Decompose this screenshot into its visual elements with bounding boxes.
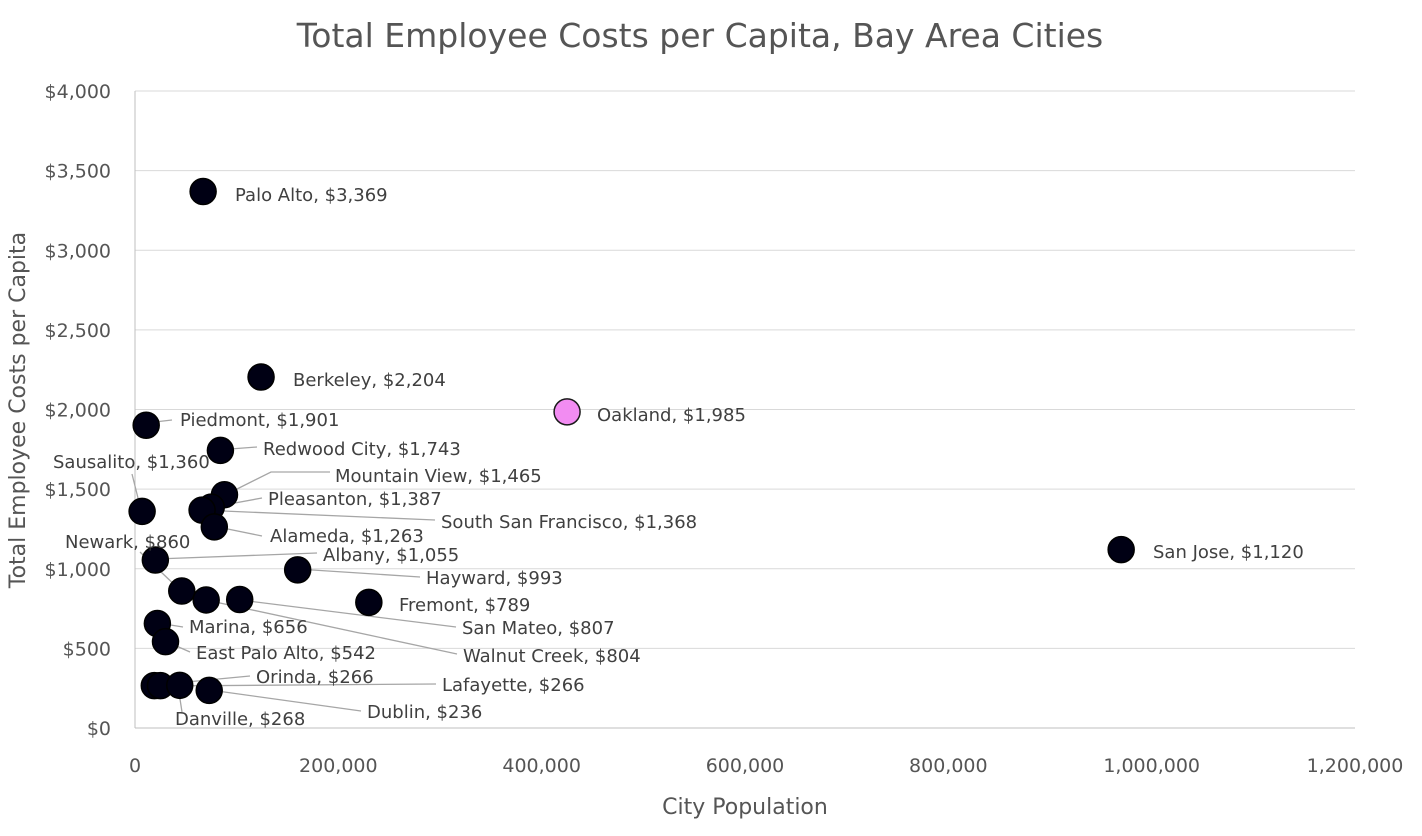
x-tick-label: 400,000 bbox=[502, 755, 581, 777]
x-tick-label: 200,000 bbox=[299, 755, 378, 777]
point-piedmont-1-901 bbox=[132, 411, 160, 440]
x-axis-title: City Population bbox=[662, 795, 828, 820]
point-palo-alto-3-369 bbox=[189, 177, 217, 206]
gridlines bbox=[134, 90, 1355, 729]
label-walnut-creek-804: Walnut Creek, $804 bbox=[463, 646, 641, 667]
point-san-jose-1-120 bbox=[1107, 535, 1135, 564]
leader-san-mateo-807 bbox=[239, 599, 457, 628]
point-dublin-236 bbox=[195, 676, 223, 705]
label-sausalito-1-360: Sausalito, $1,360 bbox=[53, 452, 210, 473]
label-albany-1-055: Albany, $1,055 bbox=[323, 545, 459, 566]
label-fremont-789: Fremont, $789 bbox=[399, 595, 530, 616]
point-fremont-789 bbox=[355, 588, 383, 617]
leader-mountain-view-1-465 bbox=[224, 471, 330, 496]
y-axis-title: Total Employee Costs per Capita bbox=[6, 232, 31, 589]
leader-hayward-993 bbox=[296, 568, 421, 578]
leader-south-san-francisco-1-368 bbox=[199, 509, 436, 521]
y-tick-label: $1,000 bbox=[45, 559, 111, 581]
label-danville-268: Danville, $268 bbox=[175, 709, 305, 730]
label-south-san-francisco-1-368: South San Francisco, $1,368 bbox=[441, 512, 697, 533]
y-tick-label: $0 bbox=[87, 718, 111, 740]
label-palo-alto-3-369: Palo Alto, $3,369 bbox=[235, 185, 388, 206]
y-tick-label: $1,500 bbox=[45, 479, 111, 501]
point-oakland-1-985 bbox=[553, 398, 581, 426]
chart-title: Total Employee Costs per Capita, Bay Are… bbox=[296, 16, 1104, 55]
point-hayward-993 bbox=[283, 556, 312, 584]
label-redwood-city-1-743: Redwood City, $1,743 bbox=[263, 439, 461, 460]
label-piedmont-1-901: Piedmont, $1,901 bbox=[180, 410, 339, 431]
point-walnut-creek-804 bbox=[192, 586, 220, 614]
label-pleasanton-1-387: Pleasanton, $1,387 bbox=[268, 489, 442, 510]
leader-dublin-236 bbox=[209, 689, 362, 712]
leader-albany-1-055 bbox=[155, 552, 318, 560]
y-axis-ticks: $0 $500 $1,000 $1,500 $2,000 $2,500 $3,000 $3,5… bbox=[45, 81, 111, 740]
data-points bbox=[128, 177, 1135, 705]
x-tick-label: 1,200,000 bbox=[1307, 755, 1404, 777]
data-labels: Palo Alto, $3,369 Berkeley, $2,204 Oakland… bbox=[53, 185, 1304, 730]
label-newark-860: Newark, $860 bbox=[65, 532, 190, 553]
label-marina-656: Marina, $656 bbox=[189, 617, 308, 638]
point-newark-860 bbox=[168, 577, 196, 605]
label-san-jose-1-120: San Jose, $1,120 bbox=[1153, 542, 1304, 563]
y-tick-label: $3,500 bbox=[45, 161, 111, 183]
y-tick-label: $500 bbox=[63, 638, 111, 660]
x-tick-label: 600,000 bbox=[706, 755, 785, 777]
label-hayward-993: Hayward, $993 bbox=[426, 568, 563, 589]
x-tick-label: 0 bbox=[129, 755, 141, 777]
label-san-mateo-807: San Mateo, $807 bbox=[462, 618, 615, 639]
point-berkeley-2-204 bbox=[247, 363, 275, 391]
label-mountain-view-1-465: Mountain View, $1,465 bbox=[335, 466, 542, 487]
y-tick-label: $4,000 bbox=[45, 81, 111, 103]
label-oakland-1-985: Oakland, $1,985 bbox=[597, 405, 746, 426]
y-tick-label: $2,500 bbox=[45, 320, 111, 342]
label-dublin-236: Dublin, $236 bbox=[367, 702, 482, 723]
label-berkeley-2-204: Berkeley, $2,204 bbox=[293, 370, 446, 391]
point-albany-1-055 bbox=[141, 546, 170, 574]
x-axis-ticks: 0 200,000 400,000 600,000 800,000 1,000,000 1,… bbox=[129, 755, 1403, 777]
point-san-mateo-807 bbox=[225, 585, 254, 614]
x-tick-label: 800,000 bbox=[909, 755, 988, 777]
label-east-palo-alto-542: East Palo Alto, $542 bbox=[196, 643, 376, 664]
label-orinda-266: Orinda, $266 bbox=[256, 667, 374, 688]
y-tick-label: $2,000 bbox=[45, 400, 111, 422]
point-danville-268 bbox=[165, 671, 194, 700]
point-alameda-1-263 bbox=[200, 513, 229, 541]
y-tick-label: $3,000 bbox=[45, 240, 111, 262]
point-sausalito-1-360 bbox=[128, 497, 156, 526]
label-lafayette-266: Lafayette, $266 bbox=[442, 675, 585, 696]
point-east-palo-alto-542 bbox=[151, 627, 180, 656]
label-alameda-1-263: Alameda, $1,263 bbox=[270, 526, 424, 547]
x-tick-label: 1,000,000 bbox=[1103, 755, 1200, 777]
point-redwood-city-1-743 bbox=[206, 436, 235, 465]
